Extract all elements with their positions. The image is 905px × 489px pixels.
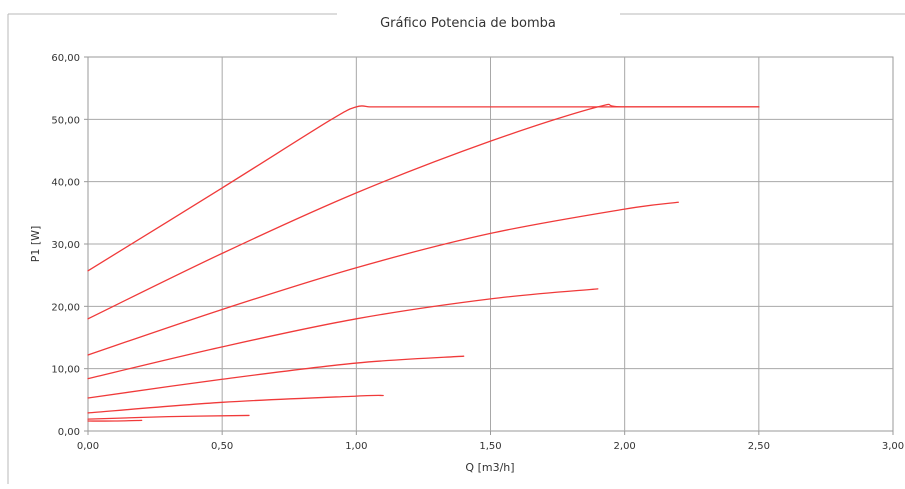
y-tick-label: 50,00 <box>51 115 80 126</box>
series-line-6 <box>87 394 384 414</box>
y-tick-label: 0,00 <box>58 427 80 438</box>
x-tick-label: 2,50 <box>748 441 770 452</box>
y-axis-label: P1 [W] <box>29 226 42 263</box>
y-tick-label: 30,00 <box>51 240 80 251</box>
y-tick-label: 60,00 <box>51 53 80 64</box>
x-tick-labels: 0,00 0,50 1,00 1,50 2,00 2,50 3,00 <box>77 441 904 452</box>
series-line-7 <box>87 414 250 420</box>
x-tick-label: 3,00 <box>882 441 904 452</box>
x-tick-label: 1,00 <box>345 441 367 452</box>
series-line-8 <box>87 419 143 422</box>
series-line-3 <box>87 201 679 356</box>
x-tick-label: 0,50 <box>211 441 233 452</box>
y-tick-label: 40,00 <box>51 178 80 189</box>
y-tick-label: 20,00 <box>51 302 80 313</box>
y-tick-label: 10,00 <box>51 365 80 376</box>
x-tick-label: 2,00 <box>614 441 636 452</box>
x-tick-label: 1,50 <box>479 441 501 452</box>
y-tick-labels: 0,00 10,00 20,00 30,00 40,00 50,00 60,00 <box>51 53 80 438</box>
x-tick-label: 0,00 <box>77 441 99 452</box>
series-line-5 <box>87 355 465 399</box>
series-line-4 <box>87 288 599 380</box>
series-lines <box>87 103 760 422</box>
chart-title: Gráfico Potencia de bomba <box>380 16 556 31</box>
series-line-1 <box>87 105 760 272</box>
grid <box>84 56 894 435</box>
x-axis-label: Q [m3/h] <box>465 461 514 474</box>
series-line-2 <box>87 103 760 320</box>
